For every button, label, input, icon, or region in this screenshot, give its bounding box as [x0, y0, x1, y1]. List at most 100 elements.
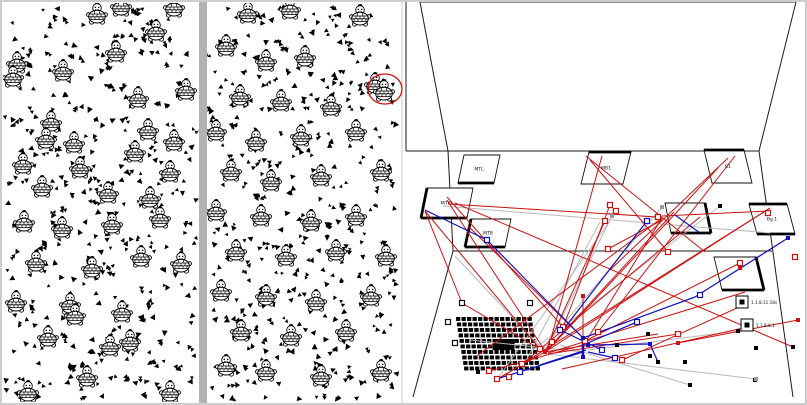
dot — [47, 67, 53, 72]
dot — [130, 8, 136, 14]
dot — [324, 235, 330, 241]
dot — [339, 81, 345, 87]
dot — [136, 7, 142, 13]
dot — [10, 20, 14, 26]
dot — [125, 350, 131, 355]
dot — [278, 131, 283, 136]
grid-cell — [499, 350, 505, 354]
dot — [120, 35, 125, 39]
dot — [267, 106, 274, 113]
dot — [223, 314, 229, 319]
dot — [277, 161, 283, 166]
dot — [357, 272, 362, 277]
dot — [311, 12, 316, 16]
dot — [354, 396, 360, 401]
grid-cell — [511, 322, 517, 327]
dot — [389, 269, 395, 275]
dot — [54, 186, 59, 191]
dot — [156, 100, 161, 107]
dot — [266, 317, 272, 323]
dot — [226, 6, 231, 11]
dot — [253, 127, 258, 131]
dot — [190, 376, 194, 381]
dot — [393, 268, 399, 274]
dot — [251, 311, 258, 317]
dot — [323, 28, 329, 33]
dot — [275, 287, 281, 292]
dot — [262, 241, 268, 246]
dot — [369, 144, 374, 150]
dot — [235, 381, 241, 388]
dot — [54, 6, 61, 12]
dot — [119, 117, 126, 124]
dot — [26, 60, 32, 67]
grid-cell — [484, 322, 489, 327]
dot — [112, 295, 118, 300]
dot — [346, 249, 353, 256]
dot — [392, 205, 397, 211]
dot — [27, 106, 33, 111]
dot — [136, 178, 143, 184]
dot — [187, 221, 193, 227]
sensor-box-thick-edge — [419, 187, 429, 219]
dot — [240, 51, 247, 58]
dot — [219, 393, 225, 400]
dot — [264, 245, 269, 250]
dot — [154, 49, 160, 55]
dot — [153, 101, 159, 107]
network-view: MTL MTBL MTB MB1 B1 Bg.1 1.1.8.11.18s 1.1.8.8.1 — [403, 0, 807, 405]
sensor-box: MTB — [463, 218, 512, 249]
dot — [14, 119, 19, 125]
dot — [259, 195, 265, 201]
grid-cell — [478, 322, 484, 327]
dot — [94, 187, 99, 193]
grid-cell — [466, 344, 471, 349]
dot — [9, 275, 16, 281]
dot — [111, 328, 116, 333]
dot — [282, 316, 286, 320]
dot — [212, 316, 219, 323]
dot — [13, 175, 19, 181]
dot — [150, 240, 154, 245]
dot — [67, 100, 72, 105]
dot — [183, 150, 189, 155]
dot — [161, 330, 168, 337]
dot — [263, 348, 270, 355]
dot — [246, 159, 251, 164]
dot — [387, 291, 392, 296]
node-marker — [718, 204, 722, 208]
dot — [242, 269, 247, 275]
dot — [252, 361, 258, 368]
grid-cell — [525, 339, 530, 343]
dot — [306, 147, 311, 152]
dot — [189, 312, 196, 319]
grid-cell — [467, 322, 473, 327]
dot — [269, 321, 274, 326]
dot — [122, 83, 127, 87]
dot — [136, 234, 141, 240]
sensor-label: MTB — [483, 231, 493, 237]
dot — [10, 116, 16, 123]
dot — [330, 273, 335, 278]
grid-cell — [463, 361, 468, 365]
dot — [129, 236, 135, 242]
dot — [11, 313, 18, 318]
legend-node-icon — [744, 322, 750, 328]
dot — [266, 160, 272, 165]
dot — [342, 202, 347, 208]
dot — [143, 32, 148, 38]
dot — [259, 106, 265, 112]
dot — [292, 270, 298, 277]
dot — [70, 276, 78, 283]
grid-cell — [513, 333, 518, 338]
dot — [247, 346, 251, 351]
dot — [365, 347, 369, 351]
dot — [322, 393, 327, 398]
dot — [179, 246, 184, 252]
sensor-label: B1 — [725, 164, 731, 170]
dot — [32, 163, 37, 169]
dot — [138, 171, 143, 176]
node-marker — [791, 253, 799, 261]
grid-cell — [489, 355, 495, 360]
dot — [328, 203, 332, 207]
